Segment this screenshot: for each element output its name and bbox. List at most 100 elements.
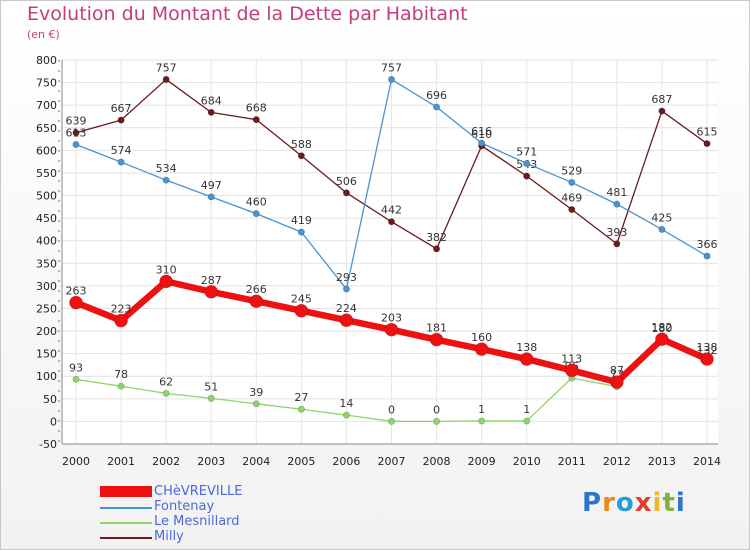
data-label-milly: 639	[66, 115, 87, 128]
data-label-fontenay: 696	[426, 89, 447, 102]
data-label-le-mesnillard: 51	[204, 380, 218, 393]
data-point-fontenay	[207, 193, 215, 201]
data-label-le-mesnillard: 78	[114, 368, 128, 381]
data-label-ch-vreville: 223	[111, 303, 132, 316]
x-tick-label: 2009	[468, 455, 496, 468]
data-label-fontenay: 419	[291, 214, 312, 227]
data-label-fontenay: 460	[246, 196, 267, 209]
data-point-le-mesnillard	[478, 417, 486, 425]
data-point-ch-vreville	[384, 322, 399, 337]
data-point-ch-vreville	[700, 352, 714, 366]
data-label-ch-vreville: 224	[336, 302, 357, 315]
data-point-fontenay	[523, 159, 531, 167]
data-point-ch-vreville	[655, 332, 669, 346]
y-tick-label: 750	[36, 77, 57, 90]
data-label-ch-vreville: 266	[246, 283, 267, 296]
data-point-milly	[523, 172, 531, 180]
x-tick-label: 2001	[107, 455, 135, 468]
data-label-ch-vreville: 310	[156, 263, 177, 276]
y-tick-label: 400	[36, 235, 57, 248]
x-tick-label: 2013	[648, 455, 676, 468]
data-label-fontenay: 425	[651, 211, 672, 224]
x-tick-label: 2004	[242, 455, 270, 468]
data-point-ch-vreville	[69, 295, 83, 310]
y-tick-label: 150	[36, 348, 57, 361]
data-label-ch-vreville: 263	[66, 285, 87, 298]
x-tick-label: 2008	[423, 455, 451, 468]
data-label-le-mesnillard: 0	[388, 403, 395, 416]
data-label-fontenay: 529	[561, 164, 582, 177]
data-point-ch-vreville	[294, 303, 309, 318]
data-label-le-mesnillard: 0	[433, 403, 440, 416]
data-point-ch-vreville	[610, 375, 624, 389]
data-point-ch-vreville	[159, 274, 173, 289]
data-point-le-mesnillard	[297, 405, 305, 413]
y-tick-label: -50	[39, 438, 57, 451]
data-point-fontenay	[117, 158, 125, 166]
data-label-le-mesnillard: 180	[651, 322, 672, 335]
data-point-le-mesnillard	[342, 411, 350, 419]
y-tick-label: 650	[36, 122, 57, 135]
legend-label: CHèVREVILLE	[154, 484, 243, 499]
data-point-fontenay	[658, 225, 666, 233]
x-tick-label: 2000	[62, 455, 90, 468]
data-label-ch-vreville: 138	[516, 341, 537, 354]
data-point-ch-vreville	[204, 284, 219, 299]
data-point-milly	[117, 116, 125, 124]
data-label-fontenay: 366	[697, 238, 718, 251]
y-tick-label: 0	[50, 415, 57, 428]
logo-letter: t	[662, 488, 676, 518]
data-label-le-mesnillard: 93	[69, 361, 83, 374]
y-tick-label: 300	[36, 280, 57, 293]
proxiti-logo: Proxiti	[582, 488, 686, 518]
logo-letter: o	[615, 488, 635, 518]
data-point-milly	[433, 245, 441, 253]
y-tick-label: 250	[36, 302, 57, 315]
data-label-ch-vreville: 182	[651, 321, 672, 334]
data-point-fontenay	[252, 210, 260, 218]
data-label-milly: 382	[426, 231, 447, 244]
data-point-le-mesnillard	[72, 375, 80, 383]
y-tick-label: 50	[43, 393, 57, 406]
x-tick-label: 2012	[603, 455, 631, 468]
legend-label: Milly	[154, 529, 184, 544]
data-label-ch-vreville: 287	[201, 274, 222, 287]
data-point-milly	[387, 218, 395, 226]
data-label-ch-vreville: 160	[471, 331, 492, 344]
data-label-le-mesnillard: 62	[159, 375, 173, 388]
data-point-fontenay	[433, 103, 441, 111]
data-point-ch-vreville	[429, 332, 444, 347]
data-label-milly: 687	[651, 93, 672, 106]
legend-swatch	[100, 537, 152, 539]
data-label-le-mesnillard: 27	[294, 391, 308, 404]
data-point-ch-vreville	[519, 352, 534, 366]
legend-swatch	[100, 507, 152, 509]
legend-swatch	[100, 486, 152, 497]
data-label-ch-vreville: 138	[697, 341, 718, 354]
logo-letter: i	[652, 488, 663, 518]
y-tick-label: 100	[36, 370, 57, 383]
y-tick-label: 600	[36, 144, 57, 157]
legend-swatch	[100, 522, 152, 524]
data-label-milly: 667	[111, 102, 132, 115]
y-tick-label: 450	[36, 212, 57, 225]
data-label-milly: 615	[697, 126, 718, 139]
data-label-fontenay: 757	[381, 61, 402, 74]
data-label-ch-vreville: 203	[381, 312, 402, 325]
logo-letter: r	[602, 488, 616, 518]
data-point-milly	[703, 140, 711, 148]
data-point-fontenay	[613, 200, 621, 208]
data-point-milly	[162, 75, 170, 83]
data-label-ch-vreville: 87	[610, 364, 624, 377]
data-label-milly: 610	[471, 128, 492, 141]
data-label-ch-vreville: 181	[426, 322, 447, 335]
data-point-fontenay	[297, 228, 305, 236]
data-point-milly	[252, 116, 260, 124]
data-point-le-mesnillard	[252, 400, 260, 408]
data-point-fontenay	[387, 75, 395, 83]
data-point-milly	[613, 240, 621, 248]
chart-title: Evolution du Montant de la Dette par Hab…	[27, 3, 468, 25]
data-point-ch-vreville	[339, 313, 354, 328]
y-tick-label: 350	[36, 257, 57, 270]
